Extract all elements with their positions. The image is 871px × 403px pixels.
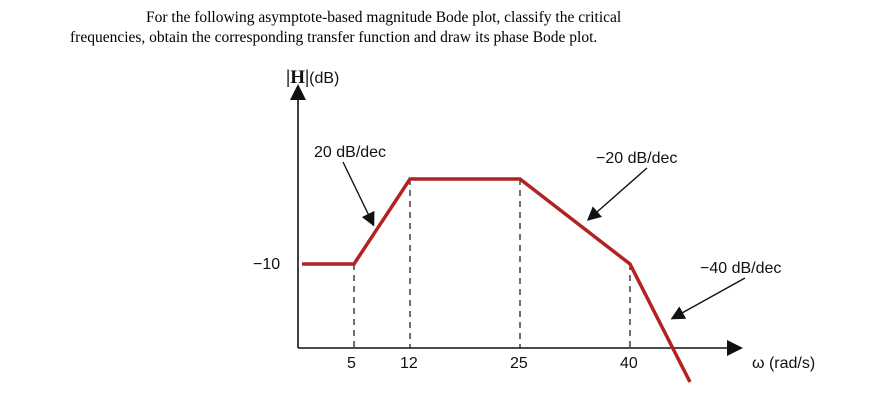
annotation-arrow-minus40 — [670, 277, 746, 320]
y-tick-label-minus10: −10 — [253, 256, 280, 273]
x-axis-label: ω (rad/s) — [752, 355, 815, 372]
y-axis-label-symbol: H — [290, 67, 305, 88]
annotation-slope-plus20: 20 dB/dec — [314, 144, 386, 161]
y-axis-label-bar-right: | — [305, 67, 309, 88]
annotation-slope-minus20: −20 dB/dec — [596, 150, 677, 167]
magnitude-asymptote-line — [302, 177, 692, 383]
annotation-arrow-plus20 — [342, 161, 375, 227]
x-tick-label-25: 25 — [510, 355, 528, 372]
problem-line-2: frequencies, obtain the corresponding tr… — [70, 29, 598, 46]
problem-statement: For the following asymptote-based magnit… — [0, 8, 871, 48]
problem-line-1: For the following asymptote-based magnit… — [146, 9, 622, 26]
y-axis-label-unit: (dB) — [309, 70, 339, 87]
x-tick-label-40: 40 — [620, 355, 638, 372]
x-tick-label-12: 12 — [400, 355, 418, 372]
y-axis-label-bar-left: | — [286, 67, 290, 88]
y-axis-label: |H|(dB) — [286, 67, 339, 88]
x-tick-label-5: 5 — [347, 355, 356, 372]
annotation-slope-minus40: −40 dB/dec — [700, 260, 781, 277]
annotation-arrow-minus20 — [586, 167, 648, 221]
